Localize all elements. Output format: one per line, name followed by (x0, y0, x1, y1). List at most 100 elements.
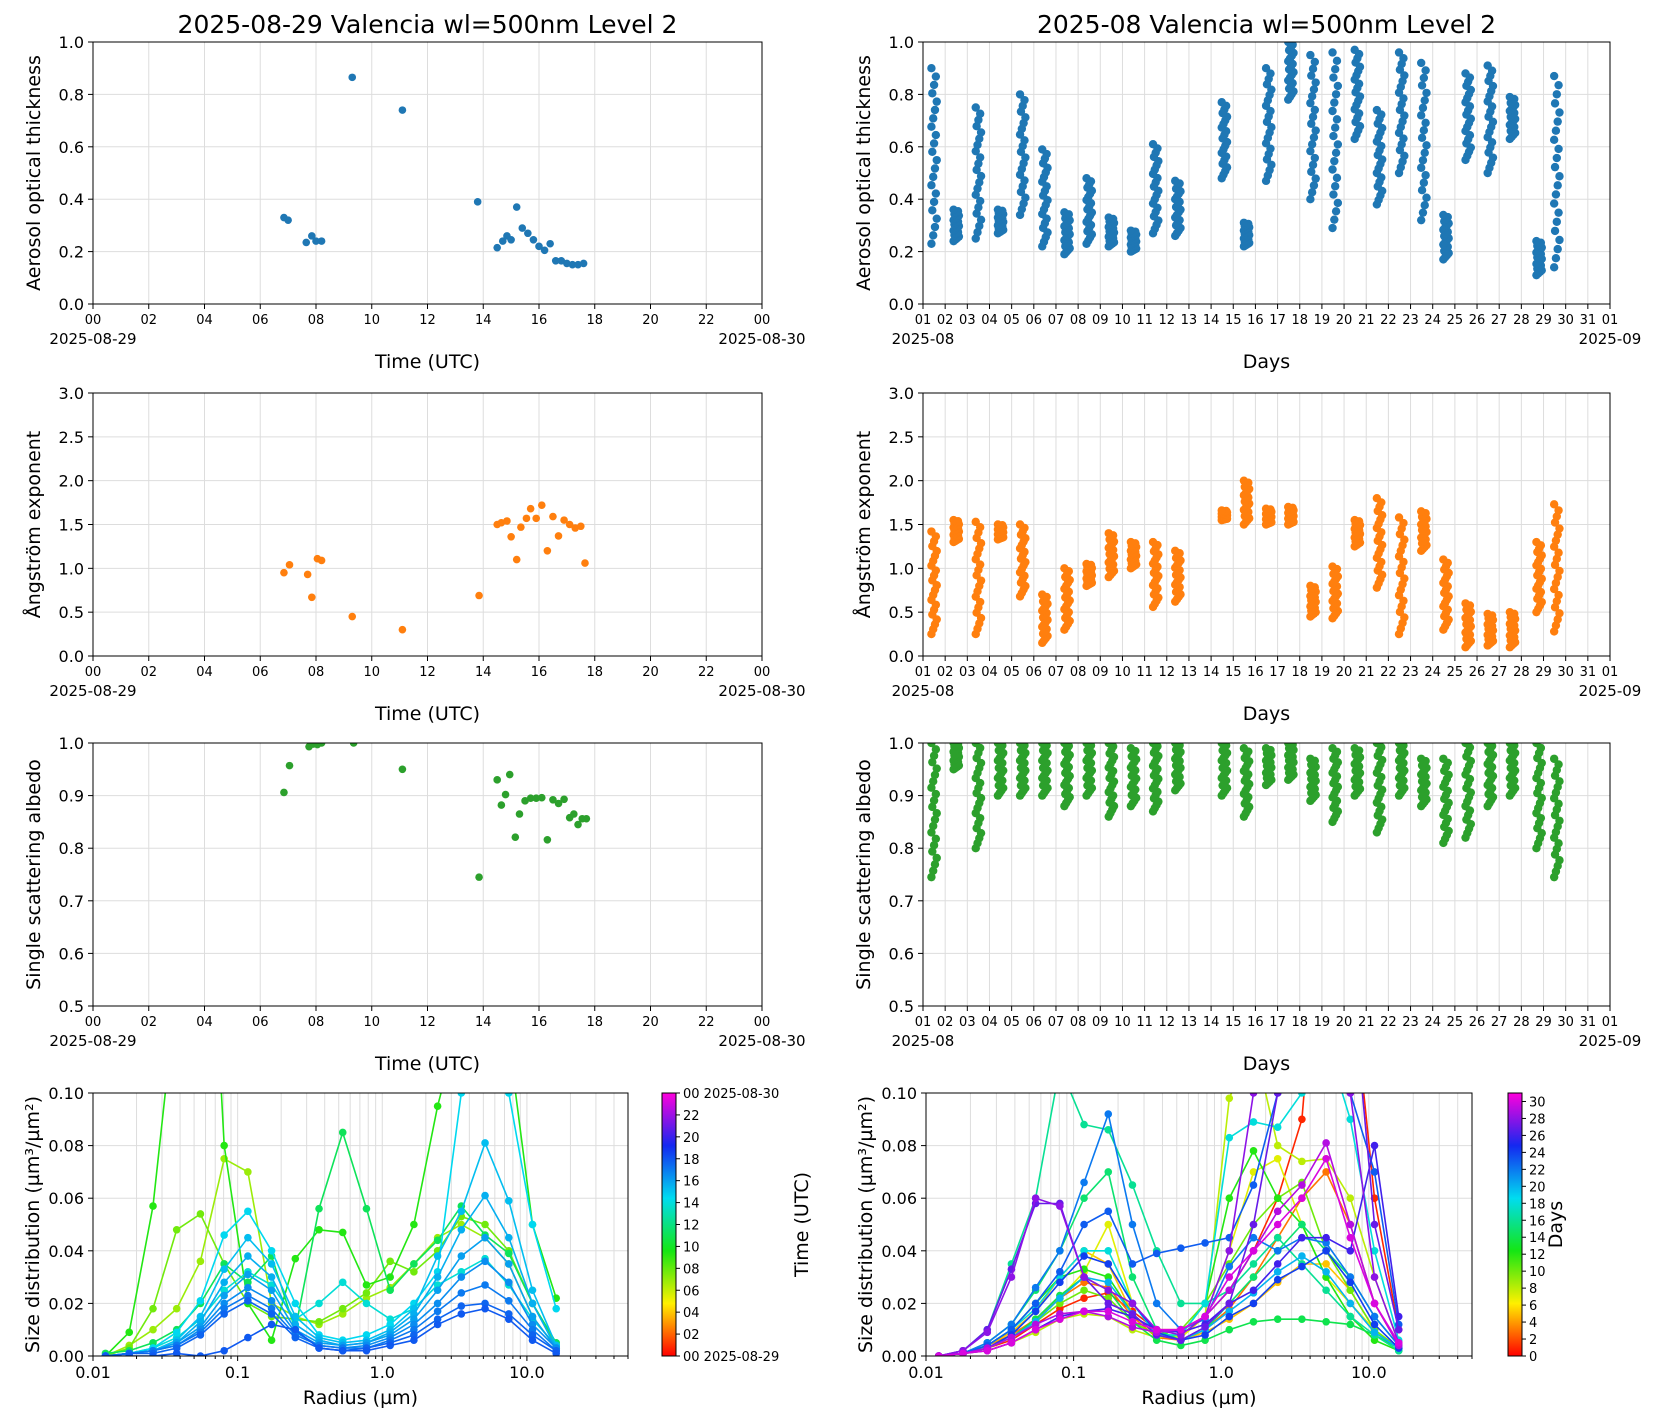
x-axis-label: Time (UTC) (374, 351, 480, 373)
y-tick-label: 0.4 (889, 190, 914, 209)
x-tick-label: 10.0 (509, 1363, 545, 1382)
data-point (1007, 1320, 1016, 1329)
data-point (517, 523, 525, 531)
data-point (481, 1299, 489, 1308)
data-point (1331, 148, 1341, 157)
data-point (528, 1336, 537, 1345)
y-tick-label: 0.08 (48, 1137, 84, 1156)
data-point (929, 796, 939, 805)
data-point (1322, 826, 1330, 834)
data-point (512, 203, 521, 211)
axes-frame (922, 41, 1611, 305)
x-tick-label: 28 (1513, 313, 1530, 328)
data-point (1483, 609, 1492, 619)
data-point (528, 1299, 537, 1308)
data-point (1394, 513, 1404, 522)
y-tick-label: 0.10 (881, 1084, 917, 1103)
data-point (1308, 112, 1318, 122)
data-point (267, 1296, 276, 1305)
data-point (1331, 207, 1341, 216)
x-tick-label: 14 (1203, 665, 1220, 680)
colorbar-tick-label: 22 (683, 1109, 700, 1124)
data-point (1104, 1307, 1113, 1316)
x-tick-label: 12 (419, 1015, 436, 1030)
data-point (928, 757, 937, 767)
data-point (1307, 92, 1317, 101)
y-tick-label: 3.0 (889, 384, 914, 403)
data-point (1310, 57, 1320, 67)
data-point (1201, 1331, 1209, 1339)
data-point (1418, 208, 1428, 217)
x-tick-label: 10 (363, 665, 380, 680)
y-axis-label: Single scattering albedo (853, 759, 875, 990)
data-point (1249, 1260, 1258, 1268)
data-point (1332, 56, 1342, 66)
data-point (1225, 1299, 1234, 1308)
series (934, 1154, 1403, 1356)
data-point (507, 532, 515, 541)
data-point (1128, 1220, 1137, 1229)
data-point (1038, 743, 1047, 748)
data-point (1332, 173, 1342, 183)
y-tick-label: 0.00 (881, 1347, 917, 1366)
x-tick-label: 17 (1269, 665, 1286, 680)
x-tick-label: 20 (1336, 313, 1353, 328)
y-tick-label: 1.5 (889, 516, 914, 535)
data-point (549, 512, 557, 521)
data-point (971, 103, 980, 112)
x-tick-label: 31 (1580, 1015, 1597, 1030)
data-point (1555, 856, 1564, 865)
data-point (1261, 504, 1271, 513)
data-point (928, 821, 938, 831)
data-point (473, 198, 482, 206)
data-point (929, 139, 939, 148)
grid (92, 1092, 629, 1357)
data-point (1080, 1194, 1088, 1202)
data-point (1104, 1294, 1113, 1302)
data-point (1372, 743, 1382, 748)
data-point (398, 106, 407, 114)
data-point (1274, 695, 1282, 703)
x-tick-label: 11 (1136, 665, 1153, 680)
data-point (993, 520, 1003, 529)
data-point (149, 1202, 157, 1210)
colorbar-tick-label: 02 (683, 1328, 700, 1343)
data-point (930, 770, 940, 780)
data-point (927, 122, 936, 131)
x-tick-label: 10.0 (1351, 1363, 1387, 1382)
x-tick-label: 08 (308, 1015, 325, 1030)
x-tick-label: 22 (1380, 1015, 1397, 1030)
series-line (938, 1156, 1400, 1356)
data-point (1532, 236, 1541, 246)
data-point (244, 1207, 252, 1216)
data-point (927, 527, 936, 536)
series-line (105, 1307, 557, 1356)
data-point (512, 555, 521, 564)
data-point (503, 517, 511, 525)
data-point (1080, 1307, 1088, 1316)
data-point (481, 826, 489, 834)
colorbar-tick-label: 14 (1529, 1231, 1546, 1246)
data-point (1307, 167, 1316, 176)
data-point (1394, 743, 1404, 748)
data-point (410, 1320, 418, 1329)
grid (92, 41, 763, 305)
series-line (938, 1093, 1400, 1356)
x-sub-label-left: 2025-08-29 (49, 682, 136, 700)
x-tick-label: 23 (1402, 313, 1419, 328)
series (101, 1191, 561, 1356)
data-point (579, 259, 588, 268)
data-point (1031, 1194, 1040, 1202)
data-point (149, 1325, 157, 1334)
plot-area (280, 501, 589, 634)
y-tick-label: 0.00 (48, 1347, 84, 1366)
data-point (1370, 1247, 1379, 1255)
data-point (504, 1233, 513, 1242)
data-point (1104, 1110, 1113, 1118)
data-point (1128, 1299, 1137, 1308)
data-point (1422, 141, 1431, 150)
data-point (1298, 1220, 1306, 1229)
x-tick-label: 01 (915, 1015, 932, 1030)
x-tick-label: 12 (419, 313, 436, 328)
data-point (338, 1346, 347, 1355)
